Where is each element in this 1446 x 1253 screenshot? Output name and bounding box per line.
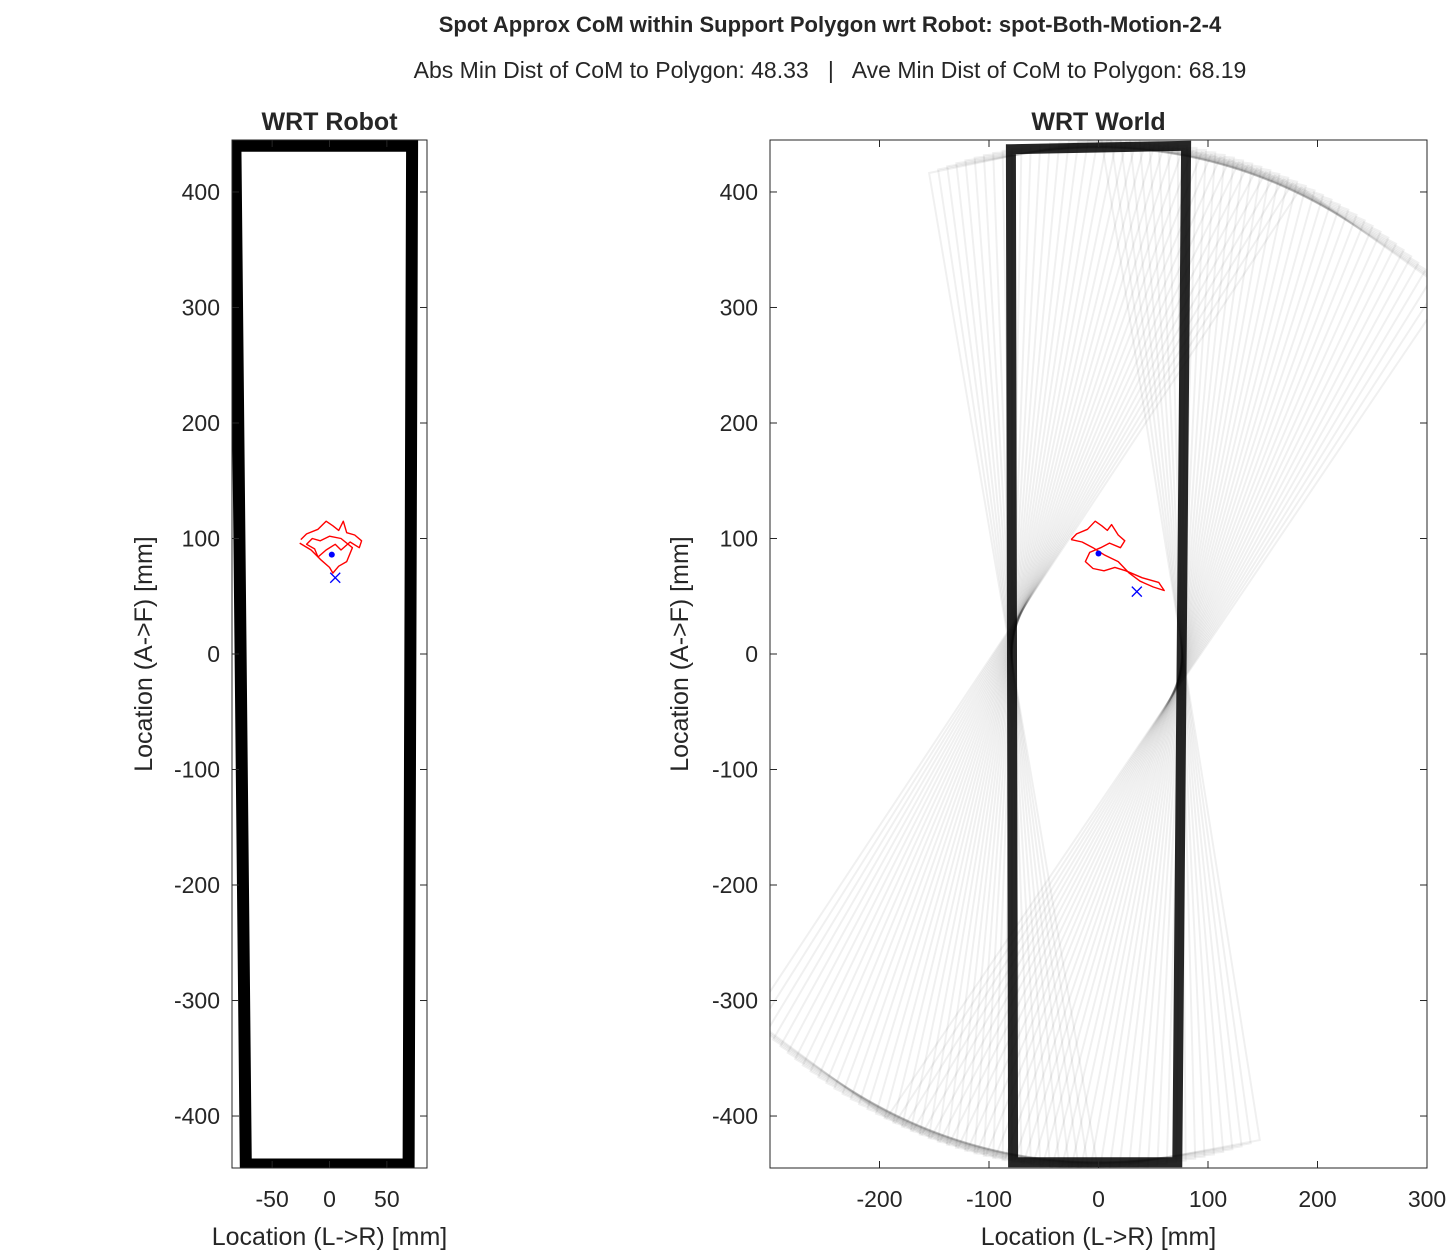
x-tick-label: 300 — [1408, 1186, 1446, 1212]
figure-title: Spot Approx CoM within Support Polygon w… — [438, 12, 1222, 37]
axes-2: -400 -300 -200 -100 0 100 200 300 400 -200 -100 0 10… — [666, 108, 1446, 1251]
y-tick-label: -200 — [712, 872, 758, 898]
support-polygon-sweep — [786, 167, 1413, 1140]
support-polygon-sweep — [891, 141, 1308, 1168]
support-polygon-sweep — [849, 147, 1350, 1161]
support-polygon-sweep — [779, 170, 1420, 1136]
support-polygon-sweep — [964, 141, 1236, 1168]
com-final-marker — [329, 572, 341, 584]
support-polygon-sweep — [771, 174, 1427, 1132]
support-polygon-sweep — [900, 140, 1299, 1168]
y-tick-label: -300 — [174, 988, 220, 1014]
y-tick-label: 300 — [182, 294, 220, 320]
axes-box — [231, 139, 428, 1169]
support-polygon — [1005, 140, 1192, 1168]
com-final-marker — [1131, 586, 1143, 598]
y-tick-label: 400 — [720, 179, 758, 205]
y-tick-label: -100 — [712, 757, 758, 783]
com-trace — [299, 520, 363, 574]
figure-subtitle: Abs Min Dist of CoM to Polygon: 48.33 | … — [413, 57, 1247, 83]
axes-1: -400 -300 -200 -100 0 100 200 300 400 -50 0 50 WRT R… — [130, 108, 447, 1251]
com-trace — [1070, 520, 1165, 592]
com-mean-marker — [328, 551, 335, 558]
support-polygon-sweep — [918, 140, 1281, 1168]
plot-area — [770, 140, 1427, 1168]
x-axis-label: Location (L->R) [mm] — [981, 1223, 1217, 1251]
x-tick-label: 50 — [374, 1186, 400, 1212]
support-polygon-sweep — [809, 158, 1390, 1149]
support-polygon — [232, 140, 419, 1168]
x-axis-label: Location (L->R) [mm] — [212, 1223, 448, 1251]
y-tick-label: -100 — [174, 757, 220, 783]
x-tick-label: -200 — [856, 1186, 902, 1212]
support-polygon-sweep — [770, 181, 1427, 1124]
x-tick-label: 0 — [323, 1186, 336, 1212]
y-axis-label: Location (A->F) [mm] — [666, 536, 694, 771]
y-tick-label: 300 — [720, 294, 758, 320]
support-polygon-sweep — [841, 149, 1358, 1159]
x-tick-label: 100 — [1189, 1186, 1227, 1212]
x-tick-label: 200 — [1298, 1186, 1336, 1212]
y-tick-label: -200 — [174, 872, 220, 898]
com-mean-marker — [1095, 550, 1102, 557]
y-tick-label: 0 — [745, 641, 758, 667]
support-polygon-sweep — [825, 153, 1375, 1155]
support-polygon-sweep — [801, 161, 1398, 1146]
support-polygon-sweep — [909, 140, 1290, 1168]
support-polygon-sweep — [945, 140, 1254, 1168]
support-polygon-sweep — [817, 155, 1382, 1152]
y-tick-label: 100 — [182, 525, 220, 551]
support-polygon-sweep — [770, 178, 1427, 1128]
y-tick-label: -300 — [712, 988, 758, 1014]
support-polygon-sweep — [793, 164, 1406, 1143]
plot-area — [232, 140, 419, 1168]
support-polygon-sweep — [927, 140, 1272, 1168]
support-polygon-sweep — [770, 186, 1427, 1120]
support-polygon-sweep — [936, 140, 1263, 1168]
y-tick-label: -400 — [712, 1103, 758, 1129]
y-tick-label: 400 — [182, 179, 220, 205]
x-tick-label: 0 — [1092, 1186, 1105, 1212]
y-tick-label: 200 — [182, 410, 220, 436]
support-polygon-sweep — [833, 151, 1366, 1157]
x-tick-label: -100 — [966, 1186, 1012, 1212]
y-tick-label: -400 — [174, 1103, 220, 1129]
y-tick-label: 100 — [720, 525, 758, 551]
y-tick-label: 0 — [207, 641, 220, 667]
axes-title: WRT Robot — [261, 108, 398, 136]
y-axis-label: Location (A->F) [mm] — [130, 536, 158, 771]
y-tick-label: 200 — [720, 410, 758, 436]
x-tick-label: -50 — [256, 1186, 289, 1212]
axes-title: WRT World — [1031, 108, 1165, 136]
